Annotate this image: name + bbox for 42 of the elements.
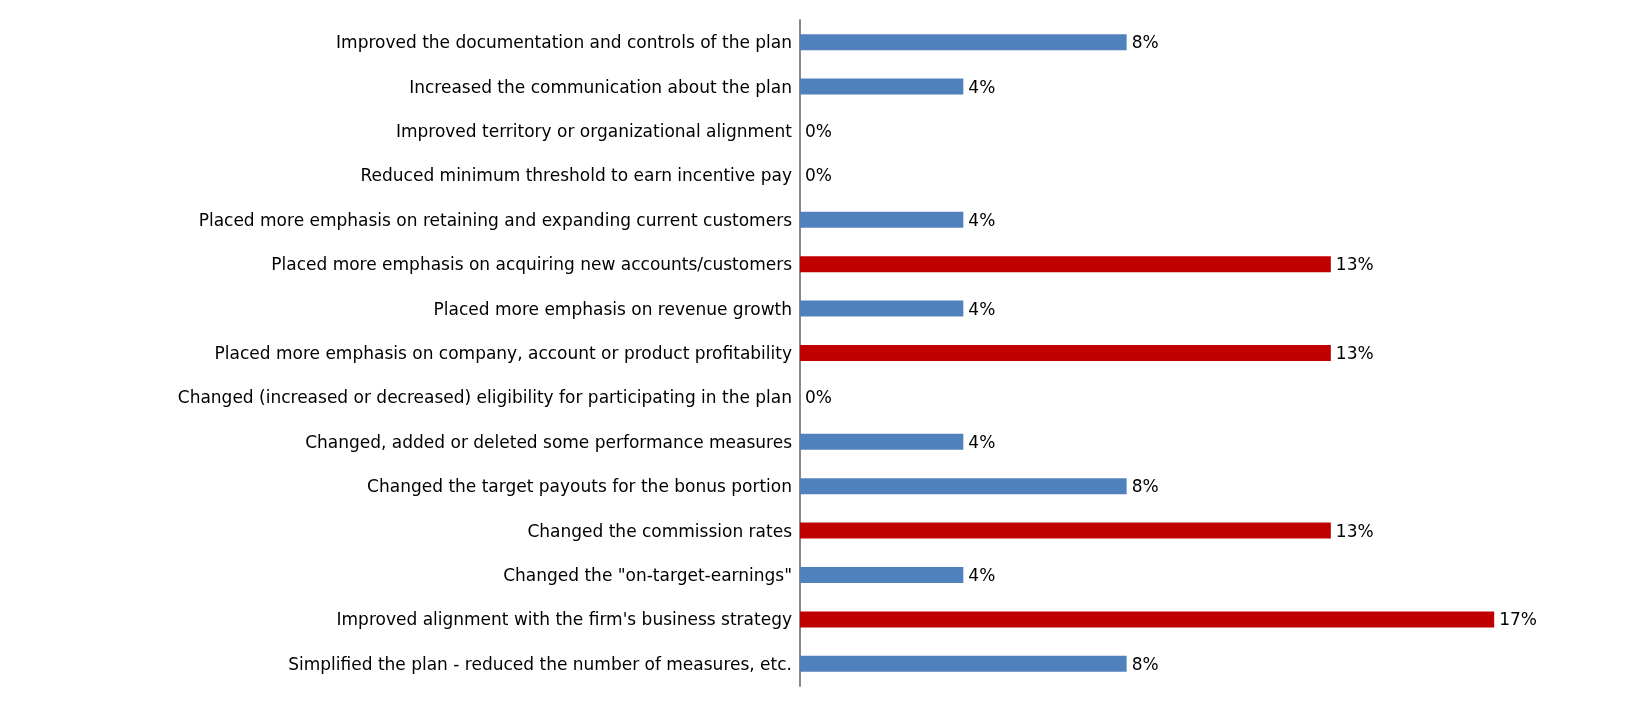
bar [800, 211, 964, 228]
data-label: 13% [1335, 343, 1374, 363]
bar [800, 34, 1127, 51]
data-label: 13% [1335, 520, 1374, 541]
y-tick-label: Changed, added or deleted some performance measures [305, 431, 793, 452]
y-tick-label: Placed more emphasis on company, account or product profitability [214, 343, 792, 363]
data-label: 17% [1499, 609, 1537, 630]
data-label: 0% [805, 121, 832, 141]
y-tick-label: Changed the target payouts for the bonus portion [367, 476, 792, 497]
bar [800, 345, 1331, 361]
data-label: 4% [968, 431, 996, 452]
data-label: 4% [968, 209, 996, 230]
y-tick-label: Simplified the plan - reduced the number of measures, etc. [288, 653, 792, 674]
y-tick-label: Changed (increased or decreased) eligibility for participating in the plan [177, 387, 792, 408]
data-label: 4% [968, 298, 996, 319]
y-tick-label: Changed the "on-target-earnings" [503, 565, 792, 585]
bar [800, 611, 1495, 628]
data-label: 13% [1335, 254, 1374, 275]
data-label: 0% [805, 165, 832, 186]
y-tick-label: Improved alignment with the firm's business strategy [336, 609, 792, 630]
bar [800, 78, 964, 95]
bar [800, 655, 1127, 672]
data-label: 8% [1131, 653, 1159, 674]
y-tick-label: Improved the documentation and controls of the plan [336, 32, 792, 53]
bar [800, 433, 964, 450]
bar [800, 256, 1331, 273]
data-label: 0% [805, 387, 832, 408]
bar [800, 567, 964, 583]
data-label: 4% [968, 565, 996, 585]
bar [800, 478, 1127, 495]
data-label: 4% [968, 76, 996, 97]
y-tick-label: Improved territory or organizational alignment [395, 121, 793, 141]
bar [800, 522, 1331, 539]
y-tick-label: Placed more emphasis on revenue growth [433, 298, 792, 319]
y-tick-label: Reduced minimum threshold to earn incentive pay [360, 165, 792, 186]
y-tick-label: Placed more emphasis on acquiring new accounts/customers [271, 254, 793, 275]
y-tick-label: Increased the communication about the plan [409, 76, 792, 97]
data-label: 8% [1131, 32, 1159, 53]
y-tick-label: Changed the commission rates [527, 520, 793, 541]
y-tick-label: Placed more emphasis on retaining and expanding current customers [198, 209, 793, 230]
bar [800, 300, 964, 317]
data-label: 8% [1131, 476, 1159, 497]
